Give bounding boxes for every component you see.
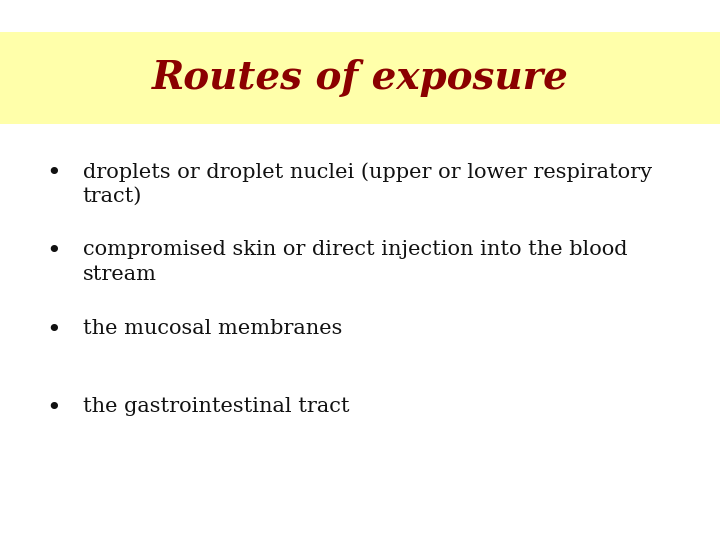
Text: droplets or droplet nuclei (upper or lower respiratory
tract): droplets or droplet nuclei (upper or low… — [83, 162, 652, 206]
Text: •: • — [47, 240, 61, 264]
Text: •: • — [47, 319, 61, 342]
Text: the gastrointestinal tract: the gastrointestinal tract — [83, 397, 349, 416]
Text: •: • — [47, 397, 61, 420]
Text: Routes of exposure: Routes of exposure — [152, 59, 568, 97]
Text: compromised skin or direct injection into the blood
stream: compromised skin or direct injection int… — [83, 240, 627, 284]
Text: the mucosal membranes: the mucosal membranes — [83, 319, 342, 338]
Text: •: • — [47, 162, 61, 185]
Bar — [0, 32, 720, 124]
